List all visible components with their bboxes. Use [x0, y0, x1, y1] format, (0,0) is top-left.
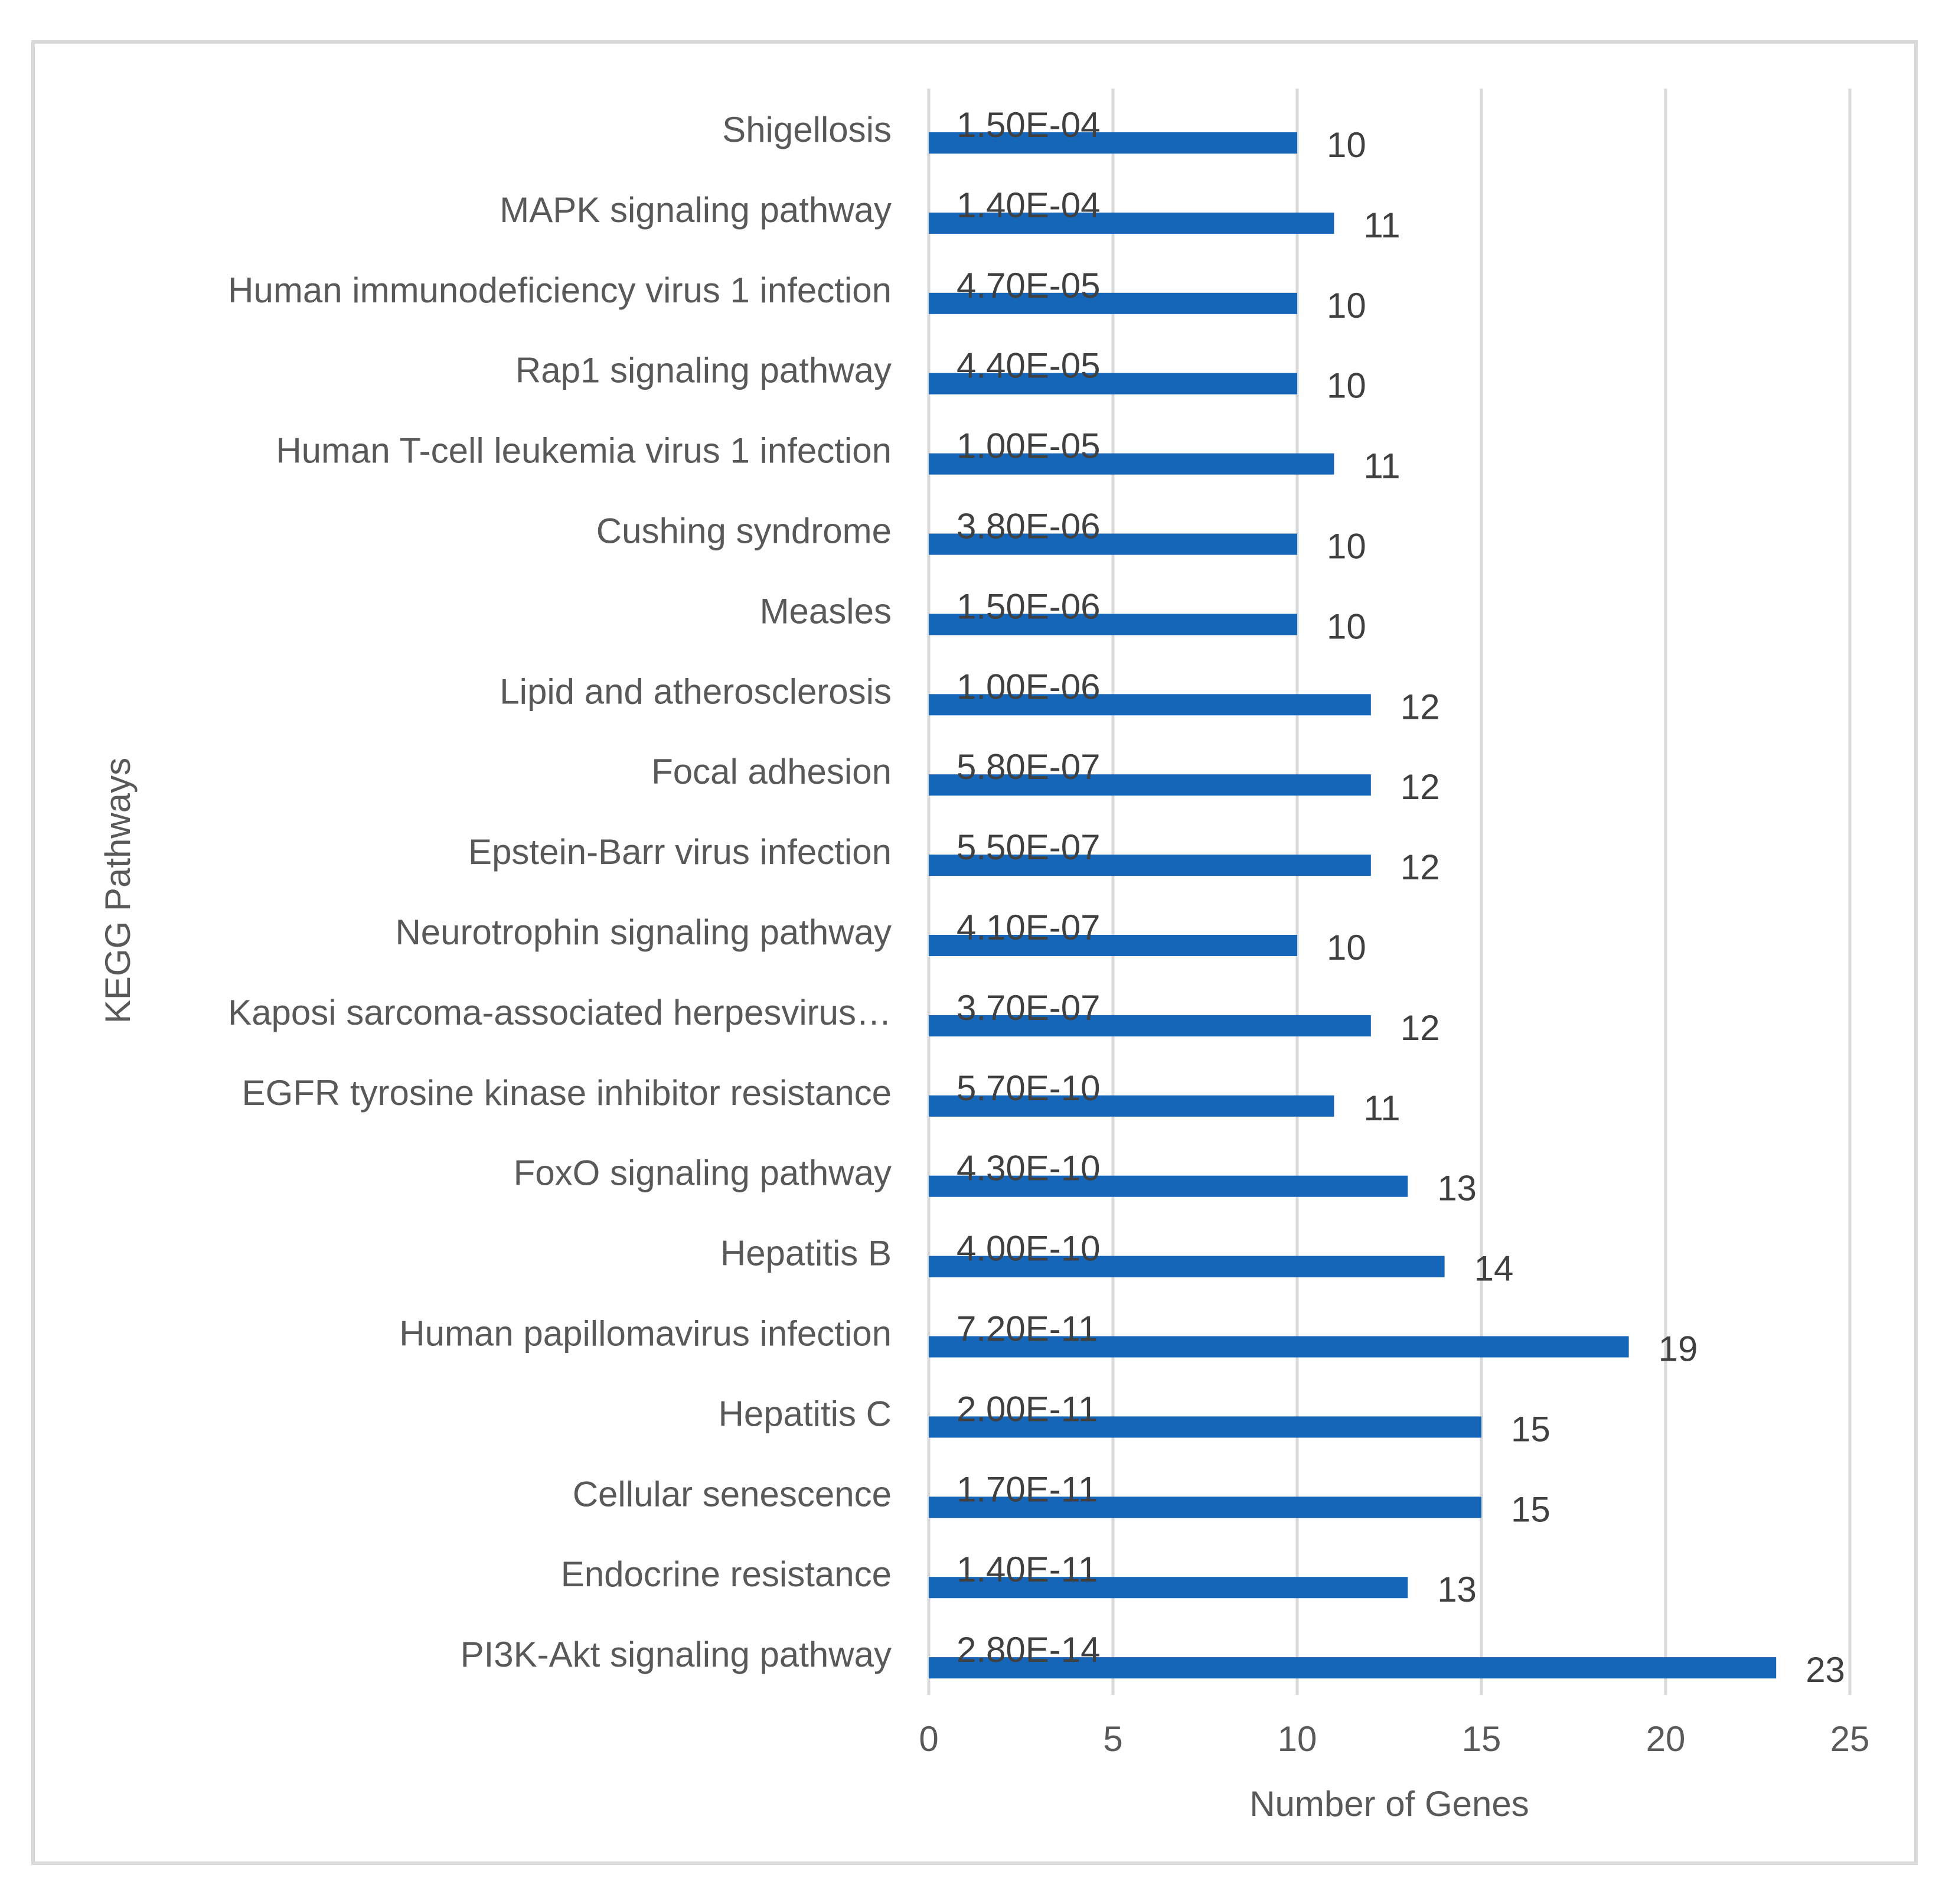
labels: 0 5 10 15 20 25 Shigellosis 10 1.50E-04 MAPK sign…	[228, 105, 1869, 1759]
bar	[929, 1657, 1777, 1679]
y-category-label: Measles	[760, 591, 892, 631]
y-category-label: Cushing syndrome	[596, 511, 892, 551]
pvalue-label: 1.50E-04	[957, 105, 1101, 145]
y-category-label: MAPK signaling pathway	[500, 190, 892, 230]
x-tick-label: 25	[1830, 1719, 1870, 1759]
bar	[929, 694, 1371, 716]
value-label: 10	[1327, 928, 1366, 967]
pvalue-label: 2.80E-14	[957, 1630, 1101, 1670]
pvalue-label: 4.40E-05	[957, 346, 1101, 386]
value-label: 12	[1401, 687, 1440, 726]
bar	[929, 1175, 1408, 1197]
value-label: 10	[1327, 607, 1366, 646]
value-label: 11	[1363, 446, 1400, 486]
pvalue-label: 4.00E-10	[957, 1229, 1101, 1269]
x-tick-label: 15	[1462, 1719, 1501, 1759]
pvalue-label: 1.70E-11	[957, 1469, 1098, 1509]
y-category-label: Focal adhesion	[651, 752, 892, 791]
bar	[929, 533, 1297, 555]
y-category-label: Human T-cell leukemia virus 1 infection	[276, 431, 892, 471]
pvalue-label: 2.00E-11	[957, 1389, 1098, 1429]
y-category-label: Epstein-Barr virus infection	[468, 832, 892, 872]
value-label: 11	[1363, 1088, 1400, 1128]
value-label: 14	[1474, 1249, 1514, 1289]
bar	[929, 212, 1334, 234]
pvalue-label: 4.30E-10	[957, 1149, 1101, 1188]
x-tick-label: 20	[1646, 1719, 1686, 1759]
y-category-label: Shigellosis	[722, 110, 892, 149]
value-label: 12	[1401, 767, 1440, 807]
bar	[929, 132, 1297, 154]
value-label: 10	[1327, 125, 1366, 165]
y-category-label: EGFR tyrosine kinase inhibitor resistanc…	[242, 1073, 892, 1113]
pvalue-label: 3.70E-07	[957, 988, 1101, 1028]
pvalue-label: 1.00E-05	[957, 426, 1101, 466]
value-label: 10	[1327, 286, 1366, 325]
y-category-label: Lipid and atherosclerosis	[500, 671, 892, 711]
value-label: 10	[1327, 366, 1366, 406]
y-axis-title: KEGG Pathways	[98, 758, 138, 1023]
bar	[929, 1336, 1629, 1358]
pvalue-label: 5.80E-07	[957, 747, 1101, 787]
y-category-label: Rap1 signaling pathway	[515, 351, 892, 390]
pvalue-label: 3.80E-06	[957, 507, 1101, 546]
value-label: 12	[1401, 847, 1440, 887]
bar	[929, 935, 1297, 956]
y-category-label: Neurotrophin signaling pathway	[395, 912, 892, 952]
bar	[929, 453, 1334, 475]
x-tick-label: 5	[1103, 1719, 1122, 1759]
bar	[929, 292, 1297, 314]
y-category-label: PI3K-Akt signaling pathway	[461, 1635, 892, 1674]
bar	[929, 373, 1297, 395]
y-category-label: Cellular senescence	[573, 1474, 892, 1514]
bar	[929, 855, 1371, 876]
value-label: 10	[1327, 527, 1366, 566]
bar	[929, 1095, 1334, 1117]
pvalue-label: 1.40E-04	[957, 185, 1101, 225]
pvalue-label: 5.70E-10	[957, 1068, 1101, 1108]
pvalue-label: 4.70E-05	[957, 266, 1101, 305]
x-axis-title: Number of Genes	[1249, 1784, 1529, 1824]
bar	[929, 1577, 1408, 1599]
value-label: 19	[1659, 1329, 1698, 1369]
y-category-label: Hepatitis C	[719, 1394, 892, 1433]
value-label: 23	[1806, 1650, 1845, 1690]
bar	[929, 1256, 1445, 1277]
y-category-label: Human papillomavirus infection	[399, 1314, 892, 1354]
pvalue-label: 1.50E-06	[957, 586, 1101, 626]
value-label: 15	[1511, 1409, 1550, 1449]
value-label: 13	[1437, 1570, 1477, 1609]
pvalue-label: 4.10E-07	[957, 908, 1101, 947]
pvalue-label: 7.20E-11	[957, 1309, 1098, 1349]
y-category-label: Endocrine resistance	[561, 1554, 892, 1594]
bar	[929, 774, 1371, 796]
value-label: 15	[1511, 1489, 1550, 1529]
y-category-label: Kaposi sarcoma-associated herpesvirus…	[228, 993, 892, 1032]
pvalue-label: 1.00E-06	[957, 667, 1101, 706]
x-tick-label: 10	[1278, 1719, 1317, 1759]
x-tick-label: 0	[919, 1719, 938, 1759]
bar	[929, 1497, 1481, 1518]
bar	[929, 1015, 1371, 1036]
value-label: 11	[1363, 206, 1400, 245]
bar	[929, 1416, 1481, 1438]
gridlines	[927, 89, 1852, 1695]
pvalue-label: 1.40E-11	[957, 1550, 1098, 1589]
value-label: 12	[1401, 1008, 1440, 1048]
pvalue-label: 5.50E-07	[957, 827, 1101, 867]
bars	[929, 132, 1777, 1679]
y-category-label: Human immunodeficiency virus 1 infection	[228, 270, 892, 310]
y-category-label: Hepatitis B	[720, 1234, 892, 1273]
bar	[929, 614, 1297, 635]
y-category-label: FoxO signaling pathway	[514, 1153, 892, 1193]
value-label: 13	[1437, 1169, 1477, 1208]
